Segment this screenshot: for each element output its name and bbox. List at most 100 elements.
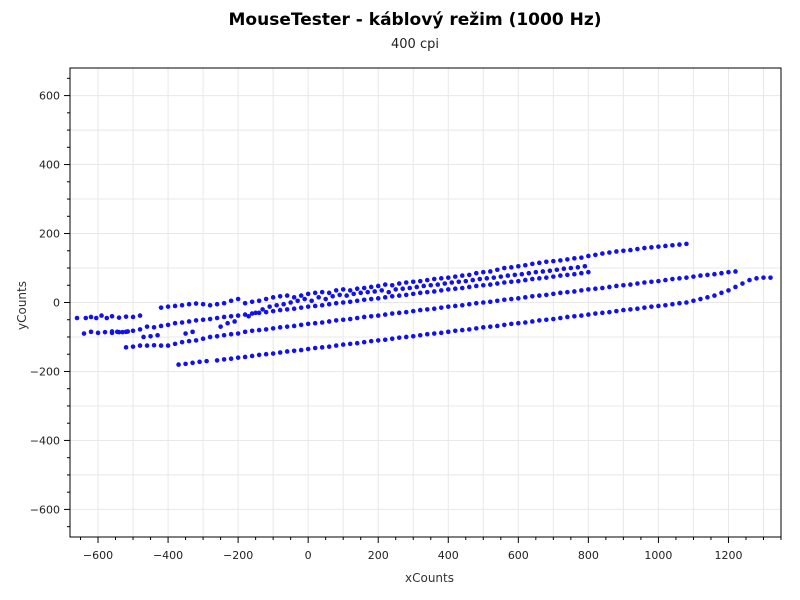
data-point	[470, 277, 476, 283]
data-point	[326, 290, 332, 296]
data-point	[579, 288, 584, 293]
data-point	[221, 357, 227, 362]
data-point	[628, 247, 633, 253]
data-point	[158, 305, 164, 310]
data-point	[186, 338, 192, 344]
data-point	[137, 313, 143, 318]
data-point	[114, 329, 120, 335]
x-tick-label: 400	[438, 549, 459, 562]
data-point	[487, 269, 493, 274]
data-point	[530, 261, 535, 267]
y-tick-label: 600	[39, 90, 60, 103]
data-point	[326, 301, 332, 307]
data-point	[312, 303, 318, 309]
data-point	[635, 306, 640, 312]
data-point	[480, 282, 486, 288]
data-point	[452, 274, 458, 279]
data-point	[438, 305, 444, 310]
data-point	[263, 296, 269, 302]
data-point	[516, 320, 521, 326]
data-point	[179, 339, 185, 345]
data-point	[284, 293, 290, 298]
data-point	[277, 350, 283, 355]
x-tick-label: 1200	[714, 549, 742, 562]
data-point	[410, 308, 416, 314]
data-point	[347, 341, 353, 347]
data-point	[109, 330, 115, 336]
data-point	[396, 310, 402, 316]
data-point	[410, 291, 416, 297]
data-point	[747, 277, 752, 283]
x-tick-label: −200	[223, 549, 253, 562]
data-point	[277, 325, 283, 330]
data-point	[582, 263, 588, 269]
data-point	[270, 295, 276, 300]
data-point	[449, 280, 455, 285]
data-point	[572, 289, 577, 294]
data-point	[512, 272, 518, 278]
data-point	[204, 358, 209, 364]
data-point	[137, 327, 143, 332]
data-point	[607, 309, 612, 315]
data-point	[193, 338, 199, 343]
data-point	[347, 316, 353, 322]
data-point	[172, 303, 178, 309]
data-point	[712, 271, 717, 277]
data-point	[523, 320, 528, 325]
data-point	[519, 271, 525, 277]
data-point	[361, 339, 367, 345]
grid-lines	[70, 68, 781, 537]
data-point	[354, 298, 360, 304]
data-point	[719, 270, 724, 276]
data-point	[361, 297, 367, 303]
data-point	[579, 255, 584, 260]
data-point	[333, 318, 339, 323]
data-point	[319, 320, 325, 325]
data-point	[270, 351, 276, 356]
data-point	[246, 313, 251, 319]
data-point	[270, 308, 276, 314]
data-point	[193, 318, 199, 323]
data-point	[375, 296, 381, 301]
data-point	[284, 307, 290, 312]
data-point	[165, 322, 171, 328]
data-point	[428, 282, 434, 288]
data-point	[267, 304, 272, 309]
y-tick-label: 200	[39, 228, 60, 241]
data-point	[144, 324, 150, 329]
data-point	[410, 333, 416, 339]
data-point	[473, 300, 479, 306]
data-point	[424, 277, 430, 283]
data-point	[558, 258, 563, 263]
data-point	[186, 301, 192, 307]
data-point	[228, 331, 234, 337]
data-point	[547, 268, 553, 274]
data-point	[291, 323, 297, 329]
data-point	[733, 284, 738, 290]
data-point	[382, 312, 388, 317]
data-point	[607, 284, 612, 290]
data-point	[484, 276, 490, 281]
data-point	[125, 329, 131, 334]
data-point	[502, 280, 507, 285]
data-point	[130, 328, 136, 334]
data-point	[228, 313, 234, 319]
data-point	[333, 343, 339, 348]
data-point	[375, 283, 381, 289]
data-point	[523, 295, 528, 300]
data-point	[361, 285, 367, 291]
data-point	[551, 291, 556, 297]
data-point	[663, 277, 668, 283]
data-point	[365, 289, 371, 295]
data-point	[190, 360, 195, 366]
data-point	[670, 276, 675, 282]
data-point	[495, 323, 500, 329]
data-point	[319, 345, 325, 350]
data-point	[242, 329, 248, 335]
x-tick-label: −400	[153, 549, 183, 562]
data-point	[214, 358, 220, 363]
data-point	[253, 310, 258, 316]
data-point	[572, 256, 577, 261]
data-point	[165, 304, 171, 309]
data-point	[214, 301, 220, 307]
